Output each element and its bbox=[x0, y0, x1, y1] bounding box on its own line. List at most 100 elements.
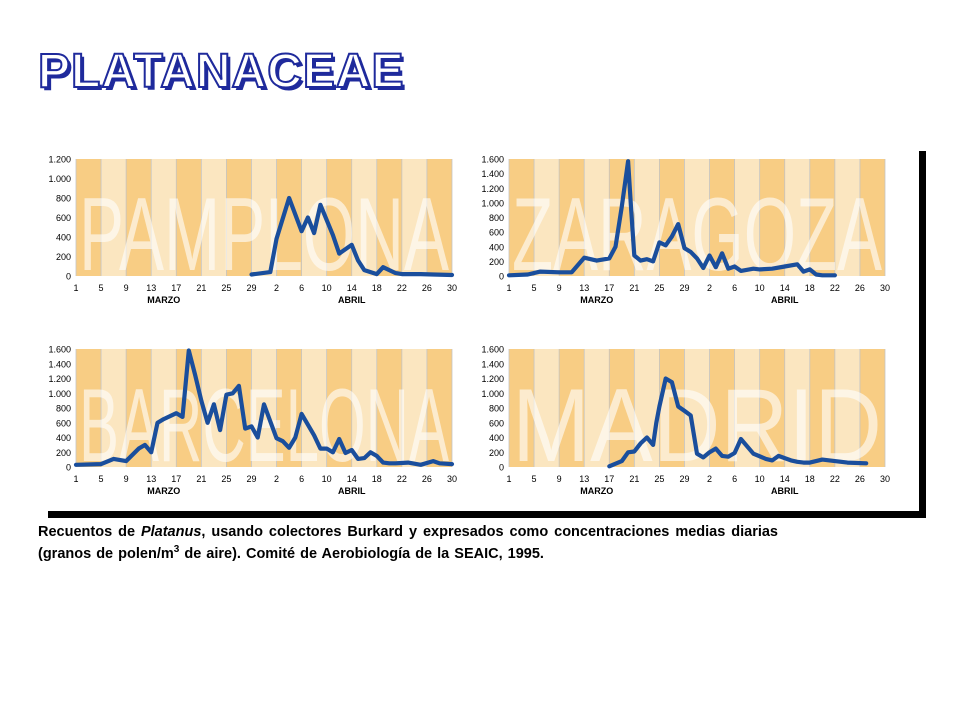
plot-band bbox=[659, 159, 685, 276]
data-point bbox=[150, 451, 152, 454]
data-point bbox=[263, 403, 265, 406]
data-point bbox=[369, 271, 372, 273]
data-point bbox=[313, 232, 315, 234]
x-group-label: MARZO bbox=[147, 486, 180, 496]
data-point bbox=[363, 457, 366, 459]
data-point bbox=[376, 273, 378, 275]
x-tick-label: 25 bbox=[654, 283, 664, 293]
x-tick-label: 22 bbox=[830, 283, 840, 293]
data-point bbox=[752, 452, 755, 455]
x-group-label: MARZO bbox=[580, 295, 613, 305]
y-tick-label: 400 bbox=[489, 433, 504, 443]
y-tick-label: 400 bbox=[56, 233, 71, 243]
y-tick-label: 1.000 bbox=[48, 174, 71, 184]
data-point bbox=[815, 273, 817, 276]
data-point bbox=[633, 450, 636, 453]
data-point bbox=[809, 268, 811, 271]
y-tick-label: 1.400 bbox=[48, 359, 71, 369]
plot-band bbox=[151, 159, 177, 276]
x-tick-label: 5 bbox=[532, 474, 537, 484]
plot-band bbox=[759, 159, 785, 276]
data-point bbox=[733, 452, 736, 454]
data-point bbox=[419, 273, 422, 275]
x-tick-label: 14 bbox=[780, 474, 790, 484]
data-point bbox=[432, 460, 435, 462]
data-point bbox=[783, 265, 786, 268]
data-point bbox=[752, 267, 755, 270]
data-point bbox=[608, 257, 611, 260]
plot-band bbox=[609, 349, 635, 467]
y-tick-label: 1.000 bbox=[481, 198, 504, 208]
data-point bbox=[206, 421, 209, 424]
data-point bbox=[100, 463, 102, 465]
plot-band bbox=[534, 349, 560, 467]
data-point bbox=[338, 252, 341, 255]
x-tick-label: 25 bbox=[654, 474, 664, 484]
x-tick-label: 30 bbox=[447, 283, 457, 293]
data-point bbox=[188, 349, 190, 352]
x-tick-label: 18 bbox=[805, 283, 815, 293]
chart-watermark: BARCELONA bbox=[79, 368, 449, 484]
data-point bbox=[721, 455, 723, 457]
y-tick-label: 600 bbox=[56, 213, 71, 223]
y-tick-label: 200 bbox=[489, 448, 504, 458]
data-point bbox=[269, 271, 272, 273]
y-tick-label: 1.400 bbox=[481, 169, 504, 179]
x-tick-label: 22 bbox=[830, 474, 840, 484]
plot-band bbox=[759, 349, 785, 467]
x-tick-label: 21 bbox=[196, 474, 206, 484]
x-tick-label: 1 bbox=[73, 474, 78, 484]
y-tick-label: 1.000 bbox=[481, 389, 504, 399]
data-point bbox=[658, 405, 661, 408]
plot-band bbox=[201, 159, 227, 276]
data-point bbox=[357, 259, 359, 262]
data-point bbox=[627, 160, 629, 162]
x-tick-label: 1 bbox=[73, 283, 78, 293]
x-tick-label: 10 bbox=[322, 474, 332, 484]
data-point bbox=[313, 434, 315, 437]
data-point bbox=[388, 462, 391, 465]
data-point bbox=[570, 271, 573, 274]
y-tick-label: 400 bbox=[489, 242, 504, 252]
data-point bbox=[357, 458, 359, 460]
y-tick-label: 800 bbox=[56, 404, 71, 414]
data-point bbox=[583, 256, 585, 259]
data-point bbox=[294, 436, 297, 439]
x-tick-label: 26 bbox=[422, 283, 432, 293]
data-point bbox=[702, 456, 705, 459]
y-tick-label: 800 bbox=[56, 194, 71, 204]
x-tick-label: 14 bbox=[347, 283, 357, 293]
data-point bbox=[664, 377, 667, 380]
data-point bbox=[413, 273, 416, 275]
x-tick-label: 30 bbox=[447, 474, 457, 484]
y-tick-label: 1.200 bbox=[48, 155, 71, 165]
plot-band bbox=[709, 349, 735, 467]
x-tick-label: 29 bbox=[679, 283, 689, 293]
data-point bbox=[639, 259, 642, 262]
data-point bbox=[834, 274, 836, 277]
data-point bbox=[614, 245, 617, 248]
data-point bbox=[671, 235, 673, 238]
data-point bbox=[250, 425, 253, 428]
data-point bbox=[727, 267, 730, 270]
y-tick-label: 600 bbox=[489, 228, 504, 238]
data-point bbox=[250, 273, 253, 276]
x-tick-label: 9 bbox=[557, 474, 562, 484]
data-point bbox=[677, 405, 679, 408]
data-point bbox=[144, 444, 146, 446]
data-point bbox=[401, 273, 403, 275]
y-tick-label: 1.600 bbox=[48, 345, 71, 355]
plot-band bbox=[584, 349, 610, 467]
x-tick-label: 13 bbox=[146, 283, 156, 293]
x-tick-label: 22 bbox=[397, 283, 407, 293]
y-tick-label: 800 bbox=[489, 213, 504, 223]
x-tick-label: 5 bbox=[99, 474, 104, 484]
data-point bbox=[646, 436, 648, 439]
plot-band bbox=[834, 349, 860, 467]
x-tick-label: 29 bbox=[246, 283, 256, 293]
x-tick-label: 25 bbox=[221, 474, 231, 484]
data-point bbox=[715, 266, 717, 269]
x-tick-label: 26 bbox=[855, 474, 865, 484]
y-tick-label: 1.600 bbox=[481, 155, 504, 165]
